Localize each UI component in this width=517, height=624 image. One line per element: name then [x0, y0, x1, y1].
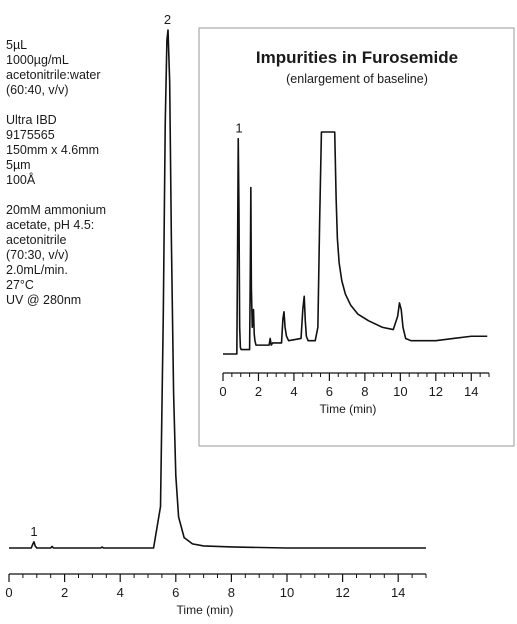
peak-label: 1 — [30, 524, 37, 539]
tick-label: 10 — [280, 585, 294, 600]
method-line: 27°C — [6, 278, 34, 292]
tick-label: 4 — [117, 585, 124, 600]
inset-title: Impurities in Furosemide — [256, 48, 458, 67]
tick-label: 8 — [228, 585, 235, 600]
method-line: (70:30, v/v) — [6, 248, 69, 262]
tick-label: 2 — [255, 384, 262, 399]
inset-chromatogram: 0 2 4 6 8 10 12 14 Time (min) 1 — [219, 121, 490, 416]
tick-label: 8 — [361, 384, 368, 399]
inset-subtitle: (enlargement of baseline) — [286, 72, 428, 86]
sample-line: (60:40, v/v) — [6, 83, 69, 97]
tick-label: 0 — [5, 585, 12, 600]
column-conditions: Ultra IBD 9175565 150mm x 4.6mm 5µm 100Å — [6, 113, 156, 188]
sample-conditions: 5µL 1000µg/mL acetonitrile:water (60:40,… — [6, 38, 156, 98]
peak-label: 1 — [235, 121, 242, 136]
tick-label: 0 — [219, 384, 226, 399]
method-line: acetate, pH 4.5: — [6, 218, 95, 232]
tick-label: 6 — [172, 585, 179, 600]
x-axis-label: Time (min) — [177, 603, 234, 617]
method-conditions: 5µL 1000µg/mL acetonitrile:water (60:40,… — [6, 38, 156, 323]
tick-label: 2 — [61, 585, 68, 600]
inset-frame — [198, 27, 515, 447]
tick-label: 14 — [464, 384, 478, 399]
sample-line: 5µL — [6, 38, 28, 52]
method-line: 20mM ammonium — [6, 203, 107, 217]
sample-line: 1000µg/mL — [6, 53, 69, 67]
tick-label: 10 — [393, 384, 407, 399]
mobile-phase-conditions: 20mM ammonium acetate, pH 4.5: acetonitr… — [6, 203, 156, 308]
tick-label: 4 — [290, 384, 297, 399]
series-line — [9, 29, 426, 549]
column-line: 150mm x 4.6mm — [6, 143, 100, 157]
x-axis-label: Time (min) — [320, 402, 377, 416]
tick-label: 14 — [391, 585, 405, 600]
method-line: 2.0mL/min. — [6, 263, 68, 277]
column-line: 100Å — [6, 173, 36, 187]
method-line: UV @ 280nm — [6, 293, 82, 307]
column-line: Ultra IBD — [6, 113, 57, 127]
method-line: acetonitrile — [6, 233, 67, 247]
tick-label: 6 — [326, 384, 333, 399]
column-line: 9175565 — [6, 128, 55, 142]
tick-label: 12 — [429, 384, 443, 399]
peak-label: 2 — [164, 12, 171, 27]
sample-line: acetonitrile:water — [6, 68, 101, 82]
column-line: 5µm — [6, 158, 31, 172]
tick-label: 12 — [335, 585, 349, 600]
series-line — [223, 131, 488, 355]
